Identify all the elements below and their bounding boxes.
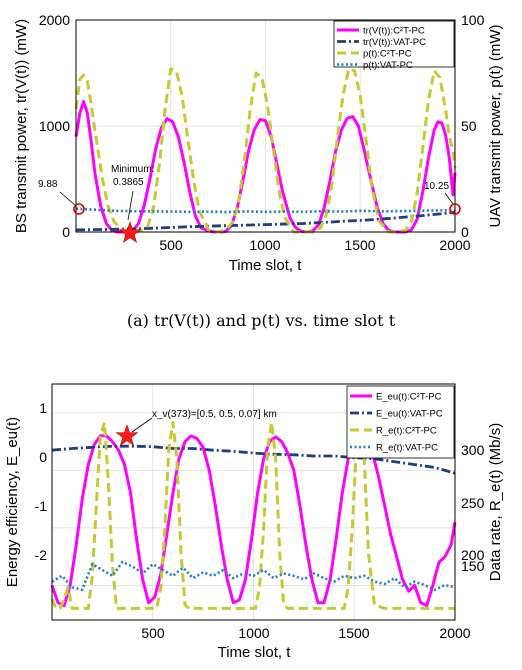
legend-items-a: tr(V(t)):C²T-PCtr(V(t)):VAT-PCp(t):C²T-P… — [337, 26, 426, 71]
ylabel-right-b: Data rate, R_e(t) (Mb/s) — [487, 423, 504, 581]
series-line-b-0 — [50, 434, 457, 608]
legend-label-2: p(t):C²T-PC — [363, 49, 412, 60]
minimum-star-marker — [118, 221, 142, 243]
ytick-left-a-2000: 2000 — [39, 12, 70, 28]
chart-b: 1 0 -1 -2 300 250 200 150 500 1000 1500 … — [4, 383, 504, 661]
series-line-a-3 — [75, 207, 456, 214]
ytick-left-b-neg2: -2 — [35, 547, 48, 563]
annotation-arrow-start — [59, 191, 77, 207]
annotation-arrow-minimum — [127, 190, 134, 221]
ytick-right-a-50: 50 — [461, 118, 477, 134]
legend-b: E_eu(t):C²T-PC E_eu(t):VAT-PC R_e(t):C²T-P… — [346, 385, 455, 459]
series-line-a-2 — [74, 67, 457, 234]
annotation-minimum-value: 0.3865 — [113, 177, 144, 188]
annotation-position-text: x_v(373)=[0.5, 0.5, 0.07] km — [152, 409, 277, 420]
ytick-right-b-200: 200 — [461, 547, 485, 563]
ytick-right-b-150: 150 — [461, 558, 485, 574]
series-line-b-1 — [51, 444, 456, 475]
xlabel-b: Time slot, t — [218, 644, 292, 661]
legend-label-3: p(t):VAT-PC — [363, 60, 413, 71]
ytick-left-b-neg1: -1 — [35, 498, 48, 514]
legend-label-2: R_e(t):C²T-PC — [376, 426, 437, 437]
legend-label-1: tr(V(t)):VAT-PC — [363, 37, 426, 48]
ytick-left-b-1: 1 — [39, 400, 47, 416]
ytick-right-a-0: 0 — [461, 224, 469, 240]
ylabel-left-b: Energy efficiency, E_eu(t) — [4, 417, 21, 587]
series-line-b-3 — [51, 560, 456, 592]
ytick-right-b-300: 300 — [461, 442, 485, 458]
xtick-b-500: 500 — [141, 625, 165, 641]
chart-a: 2000 1000 0 100 50 0 500 1000 1500 2000 … — [13, 12, 504, 330]
ytick-right-b-250: 250 — [461, 495, 485, 511]
xtick-a-1000: 1000 — [249, 237, 280, 253]
series-group-b — [50, 420, 457, 610]
plot-frame-a — [75, 19, 456, 233]
legend-a: tr(V(t)):C²T-PCtr(V(t)):VAT-PCp(t):C²T-P… — [333, 20, 455, 71]
xtick-b-1500: 1500 — [338, 625, 369, 641]
ytick-right-a-100: 100 — [461, 12, 485, 28]
ytick-left-a-1000: 1000 — [39, 118, 70, 134]
xtick-a-1500: 1500 — [344, 237, 375, 253]
ylabel-right-a: UAV transmit power, p(t) (mW) — [487, 24, 504, 227]
series-line-b-2 — [50, 420, 455, 610]
xtick-b-1000: 1000 — [238, 625, 269, 641]
legend-label-3: R_e(t):VAT-PC — [376, 443, 438, 454]
plot-frame-b — [51, 383, 456, 621]
legend-label-0: E_eu(t):C²T-PC — [376, 392, 442, 403]
annotation-arrow-position — [131, 417, 153, 433]
caption-a: (a) tr(V(t)) and p(t) vs. time slot t — [127, 311, 396, 330]
annotation-minimum-label: Minimum: — [111, 164, 154, 175]
xlabel-a: Time slot, t — [229, 257, 303, 274]
xtick-a-500: 500 — [159, 237, 183, 253]
position-star-marker — [115, 424, 139, 446]
ylabel-left-a: BS transmit power, tr(V(t)) (mW) — [13, 19, 30, 233]
legend-label-0: tr(V(t)):C²T-PC — [363, 26, 425, 37]
xtick-a-2000: 2000 — [439, 237, 470, 253]
annotation-end-value: 10.25 — [424, 181, 449, 192]
legend-label-1: E_eu(t):VAT-PC — [376, 409, 443, 420]
annotation-arrow-end — [444, 192, 454, 205]
ytick-left-a-0: 0 — [62, 224, 70, 240]
legend-items-b: E_eu(t):C²T-PC E_eu(t):VAT-PC R_e(t):C²T-P… — [350, 392, 443, 454]
ytick-left-b-0: 0 — [39, 449, 47, 465]
marker-start-circle — [73, 203, 85, 215]
series-line-a-1 — [75, 211, 456, 232]
xtick-b-2000: 2000 — [439, 625, 470, 641]
annotation-start-value: 9.88 — [38, 179, 58, 190]
marker-end-circle — [449, 203, 461, 215]
